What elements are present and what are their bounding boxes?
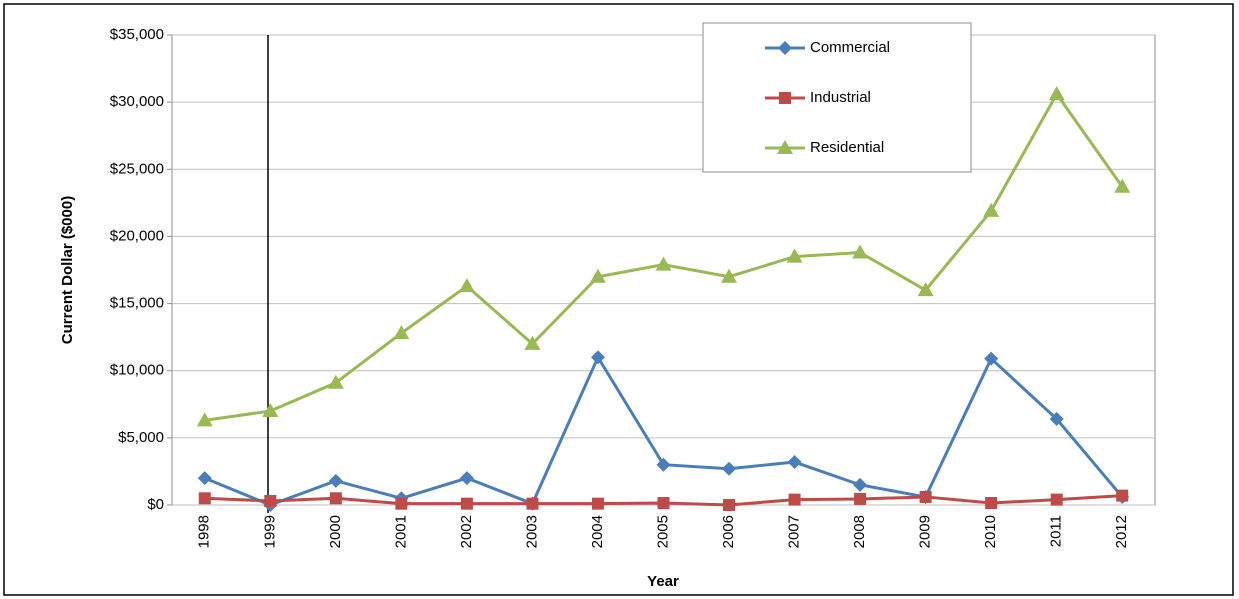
marker xyxy=(788,493,801,506)
marker xyxy=(262,403,279,417)
marker xyxy=(264,494,277,507)
x-tick-label: 2000 xyxy=(327,515,344,548)
y-tick-label: $5,000 xyxy=(118,429,164,446)
marker xyxy=(657,496,670,509)
marker xyxy=(723,499,736,511)
marker xyxy=(526,497,539,510)
y-axis-label: Current Dollar ($000) xyxy=(59,196,76,344)
marker xyxy=(786,248,803,263)
marker xyxy=(853,477,868,492)
x-tick-label: 2006 xyxy=(720,515,737,548)
marker xyxy=(777,140,793,154)
legend-label: Residential xyxy=(810,139,884,156)
marker xyxy=(197,471,212,486)
marker xyxy=(329,492,342,505)
marker xyxy=(721,268,738,283)
marker xyxy=(1050,493,1063,506)
marker xyxy=(589,268,606,283)
legend-box xyxy=(702,22,972,173)
marker xyxy=(591,497,604,510)
y-tick-label: $35,000 xyxy=(110,26,164,43)
marker xyxy=(983,202,1000,217)
marker xyxy=(460,497,473,510)
marker xyxy=(852,244,869,259)
y-tick-label: $0 xyxy=(147,496,164,513)
marker xyxy=(524,335,541,350)
x-tick-label: 2002 xyxy=(458,515,475,548)
marker xyxy=(459,471,474,486)
marker xyxy=(917,282,934,297)
y-tick-label: $20,000 xyxy=(110,227,164,244)
x-tick-label: 2001 xyxy=(392,515,409,548)
marker xyxy=(656,457,671,472)
x-tick-label: 2008 xyxy=(851,515,868,548)
marker xyxy=(854,492,867,505)
x-tick-label: 2011 xyxy=(1048,515,1065,547)
marker xyxy=(722,461,737,476)
x-tick-label: 2005 xyxy=(654,515,671,548)
x-tick-label: 2007 xyxy=(786,515,803,548)
marker xyxy=(919,490,932,503)
marker xyxy=(779,92,791,104)
y-tick-label: $10,000 xyxy=(110,362,164,379)
x-tick-label: 2003 xyxy=(523,515,540,548)
chart-border xyxy=(3,3,1234,596)
x-tick-label: 2009 xyxy=(917,515,934,548)
legend-label: Industrial xyxy=(810,89,871,106)
marker xyxy=(590,350,605,365)
marker xyxy=(198,492,211,505)
y-tick-label: $15,000 xyxy=(110,295,164,312)
marker xyxy=(655,256,672,271)
marker xyxy=(1049,412,1064,427)
marker xyxy=(1048,86,1065,101)
x-tick-label: 2012 xyxy=(1113,515,1130,548)
marker xyxy=(984,351,999,366)
marker xyxy=(1116,489,1129,502)
y-tick-label: $30,000 xyxy=(110,93,164,110)
marker xyxy=(458,278,475,293)
marker xyxy=(393,325,410,340)
marker xyxy=(327,374,344,389)
x-tick-label: 2004 xyxy=(589,515,606,548)
x-tick-label: 1998 xyxy=(196,515,213,548)
x-axis-label: Year xyxy=(647,573,679,590)
marker xyxy=(395,497,408,510)
marker xyxy=(985,496,998,509)
marker xyxy=(328,473,343,488)
marker xyxy=(778,41,792,55)
x-tick-label: 1999 xyxy=(261,515,278,548)
marker xyxy=(1114,178,1131,193)
marker xyxy=(196,412,213,427)
y-tick-label: $25,000 xyxy=(110,160,164,177)
x-tick-label: 2010 xyxy=(982,515,999,548)
marker xyxy=(787,455,802,470)
legend-label: Commercial xyxy=(810,39,890,56)
